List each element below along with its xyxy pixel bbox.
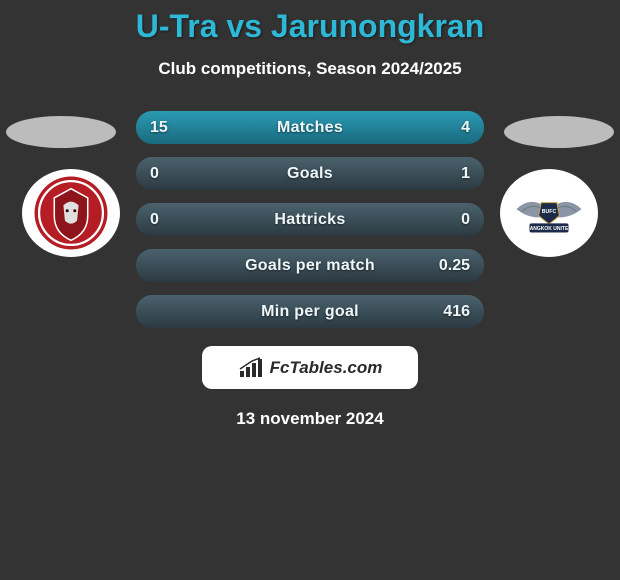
stats-rows: 15 Matches 4 0 Goals 1 0 Hattricks 0 Goa… bbox=[136, 111, 484, 328]
stat-left-value: 15 bbox=[150, 119, 168, 137]
stat-right-value: 0.25 bbox=[439, 257, 470, 275]
brand-box[interactable]: FcTables.com bbox=[202, 346, 418, 389]
stat-row-goals-per-match: Goals per match 0.25 bbox=[136, 249, 484, 282]
bar-chart-icon bbox=[238, 357, 264, 379]
comparison-content: BANGKOK UNITED BUFC 15 Matches 4 0 Goals… bbox=[0, 111, 620, 429]
stat-right-value: 0 bbox=[461, 211, 470, 229]
stat-label: Min per goal bbox=[261, 303, 359, 321]
placeholder-right bbox=[504, 116, 614, 148]
brand-text: FcTables.com bbox=[270, 358, 383, 378]
stat-label: Goals per match bbox=[245, 257, 375, 275]
subtitle: Club competitions, Season 2024/2025 bbox=[0, 59, 620, 79]
wings-icon: BANGKOK UNITED BUFC bbox=[508, 187, 590, 239]
svg-text:BUFC: BUFC bbox=[542, 209, 557, 215]
team-badge-right: BANGKOK UNITED BUFC bbox=[500, 169, 598, 257]
stat-row-min-per-goal: Min per goal 416 bbox=[136, 295, 484, 328]
stat-label: Hattricks bbox=[274, 211, 345, 229]
stat-row-hattricks: 0 Hattricks 0 bbox=[136, 203, 484, 236]
stat-right-value: 416 bbox=[443, 303, 470, 321]
stat-label: Matches bbox=[277, 119, 343, 137]
team-badge-left bbox=[22, 169, 120, 257]
stat-right-value: 4 bbox=[461, 119, 470, 137]
page-title: U-Tra vs Jarunongkran bbox=[0, 0, 620, 45]
placeholder-left bbox=[6, 116, 116, 148]
date-text: 13 november 2024 bbox=[0, 409, 620, 429]
stat-row-goals: 0 Goals 1 bbox=[136, 157, 484, 190]
svg-text:BANGKOK UNITED: BANGKOK UNITED bbox=[526, 226, 572, 232]
stat-row-matches: 15 Matches 4 bbox=[136, 111, 484, 144]
stat-left-value: 0 bbox=[150, 165, 159, 183]
stat-left-value: 0 bbox=[150, 211, 159, 229]
stat-right-value: 1 bbox=[461, 165, 470, 183]
shield-icon bbox=[33, 175, 109, 251]
stat-label: Goals bbox=[287, 165, 333, 183]
